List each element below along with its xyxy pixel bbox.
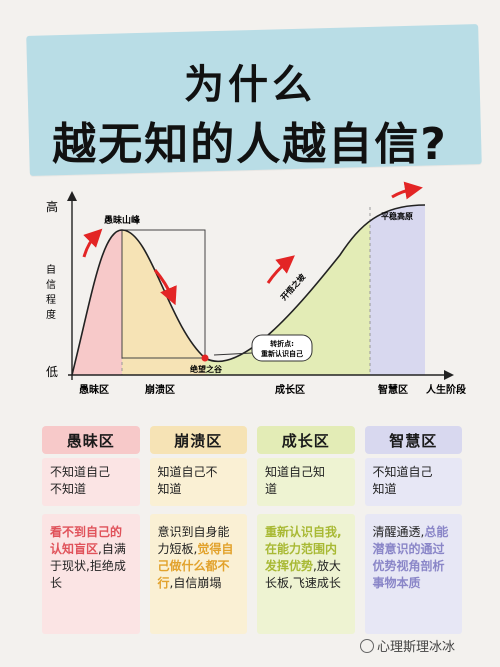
card-bottom-wisdom: 清醒通透,总能潜意识的通过优势视角剖析事物本质 bbox=[364, 514, 462, 634]
arrow-climb bbox=[266, 255, 295, 284]
card-top-line: 知道自己不 bbox=[157, 465, 218, 479]
valley-label: 绝望之谷 bbox=[190, 364, 223, 374]
card-bottom-growth: 重新认识自我,在能力范围内发挥优势,放大长板,飞速成长 bbox=[257, 514, 355, 634]
watermark: 心理斯理冰冰 bbox=[360, 636, 455, 655]
card-top-line: 道 bbox=[265, 482, 278, 496]
card-highlight: 看不到自己的认知盲区 bbox=[50, 525, 123, 556]
column-growth: 知道自己知 道 重新认识自我,在能力范围内发挥优势,放大长板,飞速成长 bbox=[257, 458, 355, 634]
card-bottom-collapse: 意识到自身能力短板,觉得自己做什么都不行,自信崩塌 bbox=[149, 514, 247, 634]
column-wisdom: 不知道自己 知道 清醒通透,总能潜意识的通过优势视角剖析事物本质 bbox=[364, 458, 462, 634]
y-axis-label-3: 程 bbox=[46, 294, 56, 306]
x-stage-label-1: 愚昧区 bbox=[79, 383, 109, 396]
stage-cards: 不知道自己 不知道 看不到自己的认知盲区,自满于现状,拒绝成长 知道自己不 知道… bbox=[42, 458, 462, 634]
y-axis-label-1: 自 bbox=[46, 263, 56, 276]
card-top-line: 知道 bbox=[372, 482, 397, 496]
watermark-logo-icon bbox=[360, 639, 374, 653]
y-axis-label-4: 度 bbox=[46, 308, 56, 321]
card-top-line: 知道自己知 bbox=[265, 465, 326, 479]
card-top-line: 不知道 bbox=[50, 482, 87, 496]
card-top-ignorance: 不知道自己 不知道 bbox=[42, 458, 140, 506]
chart-svg: 转折点: 重新认识自己 高 低 自 信 程 度 愚昧山峰 平稳高原 绝望之谷 开… bbox=[46, 181, 466, 396]
x-stage-label-2: 崩溃区 bbox=[145, 383, 175, 396]
peak-label: 愚昧山峰 bbox=[104, 214, 141, 226]
dunning-kruger-chart: 转折点: 重新认识自己 高 低 自 信 程 度 愚昧山峰 平稳高原 绝望之谷 开… bbox=[0, 175, 500, 415]
column-ignorance: 不知道自己 不知道 看不到自己的认知盲区,自满于现状,拒绝成长 bbox=[42, 458, 140, 634]
turning-point-line-1: 转折点: bbox=[270, 339, 294, 348]
stage-headers: 愚昧区 崩溃区 成长区 智慧区 bbox=[42, 426, 462, 454]
card-text: ,自信崩塌 bbox=[169, 576, 222, 590]
plateau-label: 平稳高原 bbox=[381, 211, 413, 221]
card-top-line: 不知道自己 bbox=[50, 465, 111, 479]
turning-point-pointer bbox=[213, 352, 253, 356]
column-collapse: 知道自己不 知道 意识到自身能力短板,觉得自己做什么都不行,自信崩塌 bbox=[149, 458, 247, 634]
y-high-label: 高 bbox=[46, 199, 58, 214]
card-highlight: 重新认识自我,在能力范围内发挥优势 bbox=[265, 525, 342, 573]
slope-label: 开悟之坡 bbox=[278, 271, 308, 302]
title-line-1: 为什么 bbox=[184, 62, 316, 108]
card-highlight: 总能潜意识的通过优势视角剖析事物本质 bbox=[372, 525, 449, 590]
zone-wisdom-fill bbox=[370, 205, 425, 375]
turning-point-bubble bbox=[251, 334, 313, 362]
card-bottom-ignorance: 看不到自己的认知盲区,自满于现状,拒绝成长 bbox=[42, 514, 140, 634]
card-top-growth: 知道自己知 道 bbox=[257, 458, 355, 506]
arrow-fall bbox=[153, 269, 177, 306]
title-line-2: 越无知的人越自信? bbox=[52, 119, 448, 170]
valley-point bbox=[201, 354, 209, 362]
turning-point-line-2: 重新认识自己 bbox=[261, 349, 303, 358]
card-top-collapse: 知道自己不 知道 bbox=[149, 458, 247, 506]
x-stage-label-3: 成长区 bbox=[275, 383, 305, 396]
watermark-text: 心理斯理冰冰 bbox=[377, 640, 456, 655]
zone-ignorance-fill bbox=[72, 205, 122, 375]
card-text: ,自满于现状,拒绝成长 bbox=[50, 542, 126, 590]
card-top-line: 知道 bbox=[157, 482, 182, 496]
card-text: ,放大长板,飞速成长 bbox=[265, 559, 341, 590]
y-low-label: 低 bbox=[46, 365, 58, 379]
y-axis-arrow bbox=[67, 191, 77, 201]
card-top-line: 不知道自己 bbox=[372, 465, 433, 479]
y-axis-label-2: 信 bbox=[46, 279, 56, 291]
card-text: 清醒通透, bbox=[372, 525, 425, 539]
arrow-plateau bbox=[391, 181, 423, 200]
card-highlight: 觉得自己做什么都不行 bbox=[157, 542, 234, 590]
x-axis-arrow bbox=[444, 370, 454, 380]
stage-header-wisdom: 智慧区 bbox=[364, 426, 462, 454]
arrow-rise bbox=[82, 228, 103, 258]
card-text: 意识到自身能力短板, bbox=[157, 525, 230, 556]
x-stage-label-4: 智慧区 bbox=[378, 383, 408, 396]
stage-header-growth: 成长区 bbox=[257, 426, 355, 454]
x-axis-end-label: 人生阶段 bbox=[426, 383, 466, 396]
stage-header-collapse: 崩溃区 bbox=[149, 426, 247, 454]
card-top-wisdom: 不知道自己 知道 bbox=[364, 458, 462, 506]
peak-box bbox=[121, 229, 206, 359]
stage-header-ignorance: 愚昧区 bbox=[42, 426, 140, 454]
